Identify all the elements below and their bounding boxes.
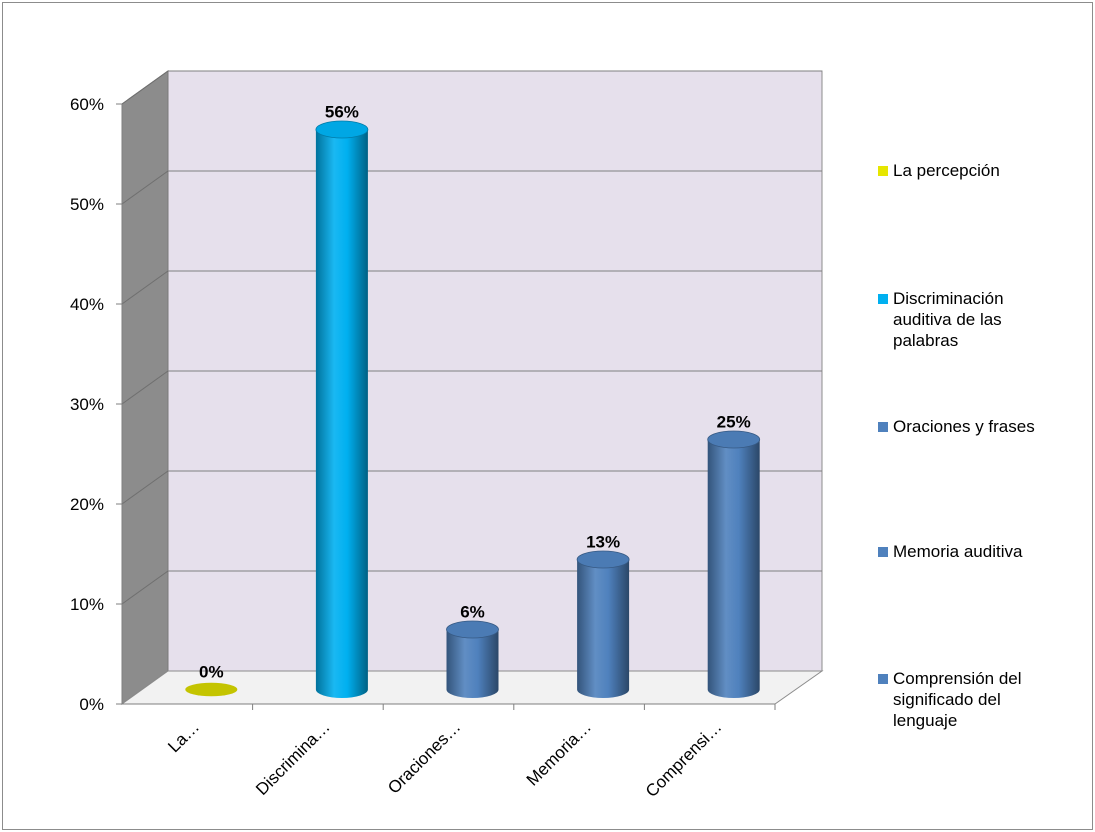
y-tick-label: 10% (70, 595, 104, 614)
data-label: 6% (460, 603, 485, 622)
y-tick-label: 40% (70, 295, 104, 314)
y-tick-label: 20% (70, 495, 104, 514)
legend-item: Oraciones y frases (878, 416, 1058, 437)
data-label: 25% (717, 413, 751, 432)
bar-body (707, 439, 760, 698)
gridline-side (121, 270, 169, 305)
gridline-side (121, 570, 169, 605)
gridline-side (121, 170, 169, 205)
bar (315, 120, 369, 698)
bar-body (315, 129, 368, 698)
y-tick-label: 60% (70, 95, 104, 114)
legend-item: La percepción (878, 160, 1058, 181)
y-tick-label: 0% (79, 695, 104, 714)
bar-top (185, 682, 238, 697)
chart-legend: La percepción Discriminación auditiva de … (878, 0, 1088, 832)
legend-item: Memoria auditiva (878, 541, 1058, 562)
category-label: La… (164, 717, 203, 756)
legend-swatch (878, 294, 888, 304)
legend-label: Oraciones y frases (893, 417, 1035, 436)
gridline-side (121, 470, 169, 505)
legend-label: Discriminación auditiva de las palabras (893, 289, 1004, 350)
category-label: Memoria… (523, 717, 595, 789)
legend-label: Comprensión del significado del lenguaje (893, 669, 1022, 730)
bar (576, 550, 630, 698)
data-label: 13% (586, 533, 620, 552)
bar (446, 620, 499, 698)
legend-item: Comprensión del significado del lenguaje (878, 668, 1058, 731)
bar-top (446, 620, 499, 639)
data-label: 0% (199, 663, 224, 682)
gridline-side (121, 70, 169, 105)
legend-swatch (878, 166, 888, 176)
category-label: Comprensi… (642, 717, 726, 801)
data-label: 56% (325, 103, 359, 122)
bar (185, 682, 238, 697)
bar-body (577, 559, 630, 698)
bar (707, 430, 761, 698)
gridline-side (121, 370, 169, 405)
legend-swatch (878, 422, 888, 432)
bar-top (576, 550, 630, 569)
legend-swatch (878, 674, 888, 684)
y-tick-label: 50% (70, 195, 104, 214)
legend-label: La percepción (893, 161, 1000, 180)
legend-label: Memoria auditiva (893, 542, 1023, 561)
legend-item: Discriminación auditiva de las palabras (878, 288, 1058, 351)
category-label: Oraciones… (384, 717, 464, 797)
bar-top (707, 430, 761, 449)
y-tick-label: 30% (70, 395, 104, 414)
bar-top (315, 120, 369, 139)
category-label: Discrimina… (252, 717, 334, 799)
legend-swatch (878, 547, 888, 557)
bar-body (446, 629, 499, 698)
